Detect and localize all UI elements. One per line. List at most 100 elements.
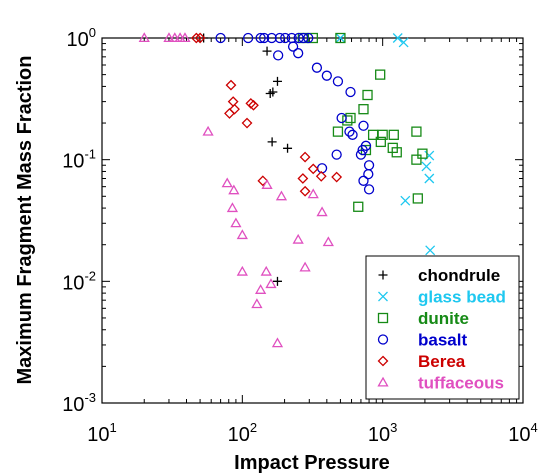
legend-marker bbox=[377, 312, 389, 324]
data-point-diamond bbox=[331, 171, 343, 183]
data-point-diamond bbox=[224, 107, 235, 119]
x-tick-label: 101 bbox=[87, 420, 116, 446]
data-point-circle bbox=[358, 175, 369, 186]
legend-label: basalt bbox=[418, 331, 467, 350]
data-point-triangle bbox=[236, 265, 248, 276]
data-point-triangle bbox=[138, 32, 150, 43]
data-point-x bbox=[400, 195, 411, 206]
legend-marker bbox=[378, 270, 388, 280]
y-axis-label: Maximum Fragment Mass Fraction bbox=[14, 56, 36, 385]
data-point-circle bbox=[316, 163, 328, 174]
legend-label: Berea bbox=[418, 352, 466, 371]
data-point-square bbox=[417, 148, 428, 159]
data-point-triangle bbox=[251, 298, 263, 309]
y-tick-label: 10-1 bbox=[62, 147, 96, 173]
data-point-plus bbox=[267, 137, 277, 147]
data-point-diamond bbox=[227, 96, 239, 108]
data-point-triangle bbox=[236, 229, 248, 240]
data-point-circle bbox=[347, 129, 358, 140]
legend-marker bbox=[377, 355, 389, 367]
data-point-square bbox=[412, 193, 423, 204]
y-tick-label: 100 bbox=[67, 25, 96, 51]
data-point-diamond bbox=[190, 32, 202, 44]
data-point-triangle bbox=[271, 337, 284, 348]
data-point-square bbox=[388, 129, 399, 140]
data-point-triangle bbox=[299, 261, 311, 272]
data-point-diamond bbox=[229, 103, 240, 115]
data-point-x bbox=[425, 245, 436, 256]
data-point-diamond bbox=[307, 163, 319, 175]
legend-marker bbox=[377, 334, 389, 345]
legend: chondrule glass bead dunite basalt Berea tuff… bbox=[365, 255, 520, 400]
data-point-triangle bbox=[169, 32, 181, 43]
data-point-plus bbox=[283, 143, 293, 153]
data-point-circle bbox=[215, 32, 226, 44]
data-point-circle bbox=[344, 126, 355, 137]
data-point-diamond bbox=[241, 117, 253, 129]
y-tick-label: 10-3 bbox=[62, 390, 96, 416]
data-point-x bbox=[421, 161, 432, 172]
data-point-x bbox=[392, 33, 403, 43]
data-point-diamond bbox=[315, 170, 327, 182]
data-point-circle bbox=[345, 86, 356, 98]
data-point-triangle bbox=[275, 190, 288, 201]
data-point-circle bbox=[357, 144, 368, 156]
data-point-triangle bbox=[221, 177, 233, 188]
data-point-plus bbox=[268, 87, 278, 97]
data-point-triangle bbox=[255, 284, 267, 294]
data-point-square bbox=[411, 126, 422, 137]
x-tick-label: 104 bbox=[508, 420, 537, 446]
data-point-triangle bbox=[202, 125, 214, 136]
data-point-circle bbox=[258, 32, 270, 44]
data-point-triangle bbox=[292, 233, 304, 244]
data-point-square bbox=[375, 136, 386, 148]
data-point-circle bbox=[274, 32, 285, 44]
data-point-circle bbox=[358, 120, 369, 131]
axis-ticks bbox=[102, 38, 523, 403]
data-point-circle bbox=[280, 32, 291, 44]
legend-marker bbox=[378, 291, 388, 302]
data-point-square bbox=[342, 115, 353, 126]
data-point-triangle bbox=[322, 236, 334, 247]
data-point-circle bbox=[293, 48, 304, 59]
x-axis-label: Impact Pressure bbox=[234, 452, 390, 474]
legend-label: dunite bbox=[418, 309, 469, 328]
data-point-square bbox=[377, 129, 388, 140]
data-point-circle bbox=[255, 32, 266, 44]
legend-label: chondrule bbox=[418, 266, 500, 285]
data-point-circle bbox=[266, 32, 277, 44]
x-tick-label: 103 bbox=[368, 420, 397, 446]
data-point-diamond bbox=[297, 173, 309, 184]
data-point-circle bbox=[355, 149, 367, 160]
data-point-x bbox=[398, 37, 409, 48]
data-point-plus bbox=[272, 76, 282, 86]
data-point-circle bbox=[311, 62, 323, 73]
x-tick-label: 102 bbox=[228, 420, 257, 446]
data-point-square bbox=[332, 126, 344, 137]
data-point-diamond bbox=[225, 79, 237, 91]
data-point-triangle bbox=[226, 202, 239, 213]
data-point-diamond bbox=[257, 175, 269, 187]
data-point-diamond bbox=[248, 99, 259, 111]
data-point-x bbox=[335, 33, 346, 43]
data-point-circle bbox=[298, 32, 309, 44]
data-point-triangle bbox=[265, 278, 277, 289]
data-point-triangle bbox=[261, 179, 273, 189]
data-point-triangle bbox=[260, 265, 272, 276]
data-point-circle bbox=[273, 50, 284, 61]
y-tick-label: 10-2 bbox=[62, 268, 96, 294]
data-point-circle bbox=[332, 76, 344, 87]
data-point-circle bbox=[363, 169, 374, 180]
data-point-circle bbox=[363, 184, 375, 195]
data-point-plus bbox=[272, 276, 282, 286]
legend-box bbox=[365, 255, 520, 400]
legend-label: glass bead bbox=[418, 288, 506, 307]
data-point-square bbox=[335, 32, 346, 44]
data-point-circle bbox=[287, 41, 299, 52]
data-point-square bbox=[345, 112, 356, 124]
data-point-diamond bbox=[299, 185, 311, 197]
data-point-square bbox=[353, 201, 364, 212]
data-point-diamond bbox=[194, 32, 206, 44]
data-point-triangle bbox=[316, 206, 328, 217]
